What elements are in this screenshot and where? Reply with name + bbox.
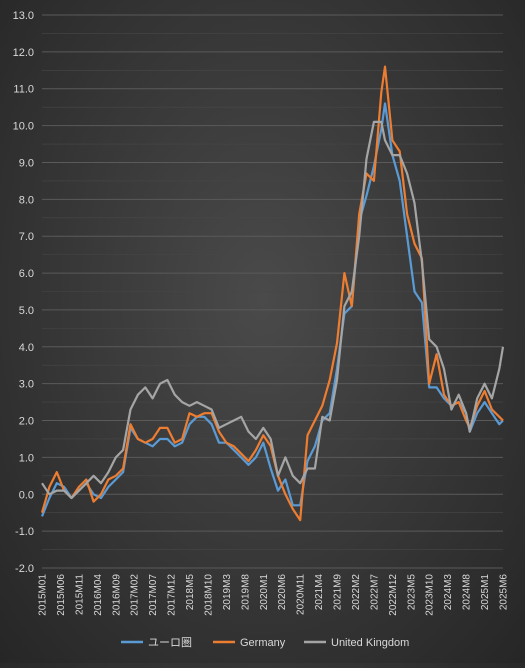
x-tick-label: 2017M02: [130, 574, 141, 616]
x-tick-label: 2015M11: [74, 574, 85, 615]
legend-label: United Kingdom: [331, 637, 409, 649]
x-tick-label: 2024M3: [443, 574, 454, 611]
y-tick-label: 8.0: [19, 194, 34, 206]
x-tick-label: 2015M06: [56, 574, 67, 616]
y-tick-label: 6.0: [19, 268, 34, 280]
y-tick-label: 11.0: [13, 84, 34, 96]
x-tick-label: 2017M12: [167, 574, 178, 616]
x-tick-label: 2022M12: [388, 574, 399, 616]
x-tick-label: 2024M8: [462, 574, 473, 611]
x-tick-label: 2019M8: [240, 574, 251, 611]
legend: ユーロ圏 Germany United Kingdom: [121, 636, 409, 649]
legend-label: Germany: [240, 637, 286, 649]
y-tick-label: 1.0: [19, 452, 34, 464]
y-tick-label: -2.0: [15, 563, 34, 575]
y-tick-label: 10.0: [13, 121, 34, 133]
x-tick-label: 2020M6: [277, 574, 288, 611]
x-tick-label: 2017M07: [148, 574, 159, 616]
y-tick-label: -1.0: [15, 526, 34, 538]
y-tick-label: 9.0: [19, 157, 34, 169]
series-line-united-kingdom: [41, 120, 505, 500]
x-tick-label: 2025M6: [499, 574, 510, 611]
y-tick-label: 0.0: [19, 489, 34, 501]
legend-label: ユーロ圏: [148, 636, 192, 649]
x-tick-label: 2025M1: [480, 574, 491, 611]
y-axis: -2.0 -1.0 0.0 1.0 2.0 3.0 4.0 5.0 6.0 7.0 8.0 9.0 10…: [13, 10, 34, 575]
y-tick-label: 7.0: [19, 231, 34, 243]
series-lines: [40, 65, 505, 522]
y-tick-label: 5.0: [19, 305, 34, 317]
y-tick-label: 3.0: [19, 379, 34, 391]
x-tick-label: 2023M5: [406, 574, 417, 611]
y-tick-label: 12.0: [13, 47, 34, 59]
x-tick-label: 2021M9: [333, 574, 344, 611]
x-tick-label: 2022M2: [351, 574, 362, 611]
y-tick-label: 13.0: [13, 10, 34, 22]
x-axis: 2015M01 2015M06 2015M11 2016M04 2016M09 2017M…: [38, 574, 510, 616]
y-tick-label: 2.0: [19, 416, 34, 428]
x-tick-label: 2018M5: [185, 574, 196, 611]
x-tick-label: 2022M7: [369, 574, 380, 611]
x-tick-label: 2021M4: [314, 574, 325, 611]
x-tick-label: 2020M11: [296, 574, 307, 615]
series-line-euro-area: [40, 102, 504, 517]
x-tick-label: 2023M10: [425, 574, 436, 616]
x-tick-label: 2019M3: [222, 574, 233, 611]
x-tick-label: 2018M10: [203, 574, 214, 616]
y-tick-label: 4.0: [19, 342, 34, 354]
x-tick-label: 2016M04: [93, 574, 104, 616]
x-tick-label: 2020M1: [259, 574, 270, 611]
x-tick-label: 2016M09: [111, 574, 122, 616]
x-tick-label: 2015M01: [38, 574, 49, 616]
